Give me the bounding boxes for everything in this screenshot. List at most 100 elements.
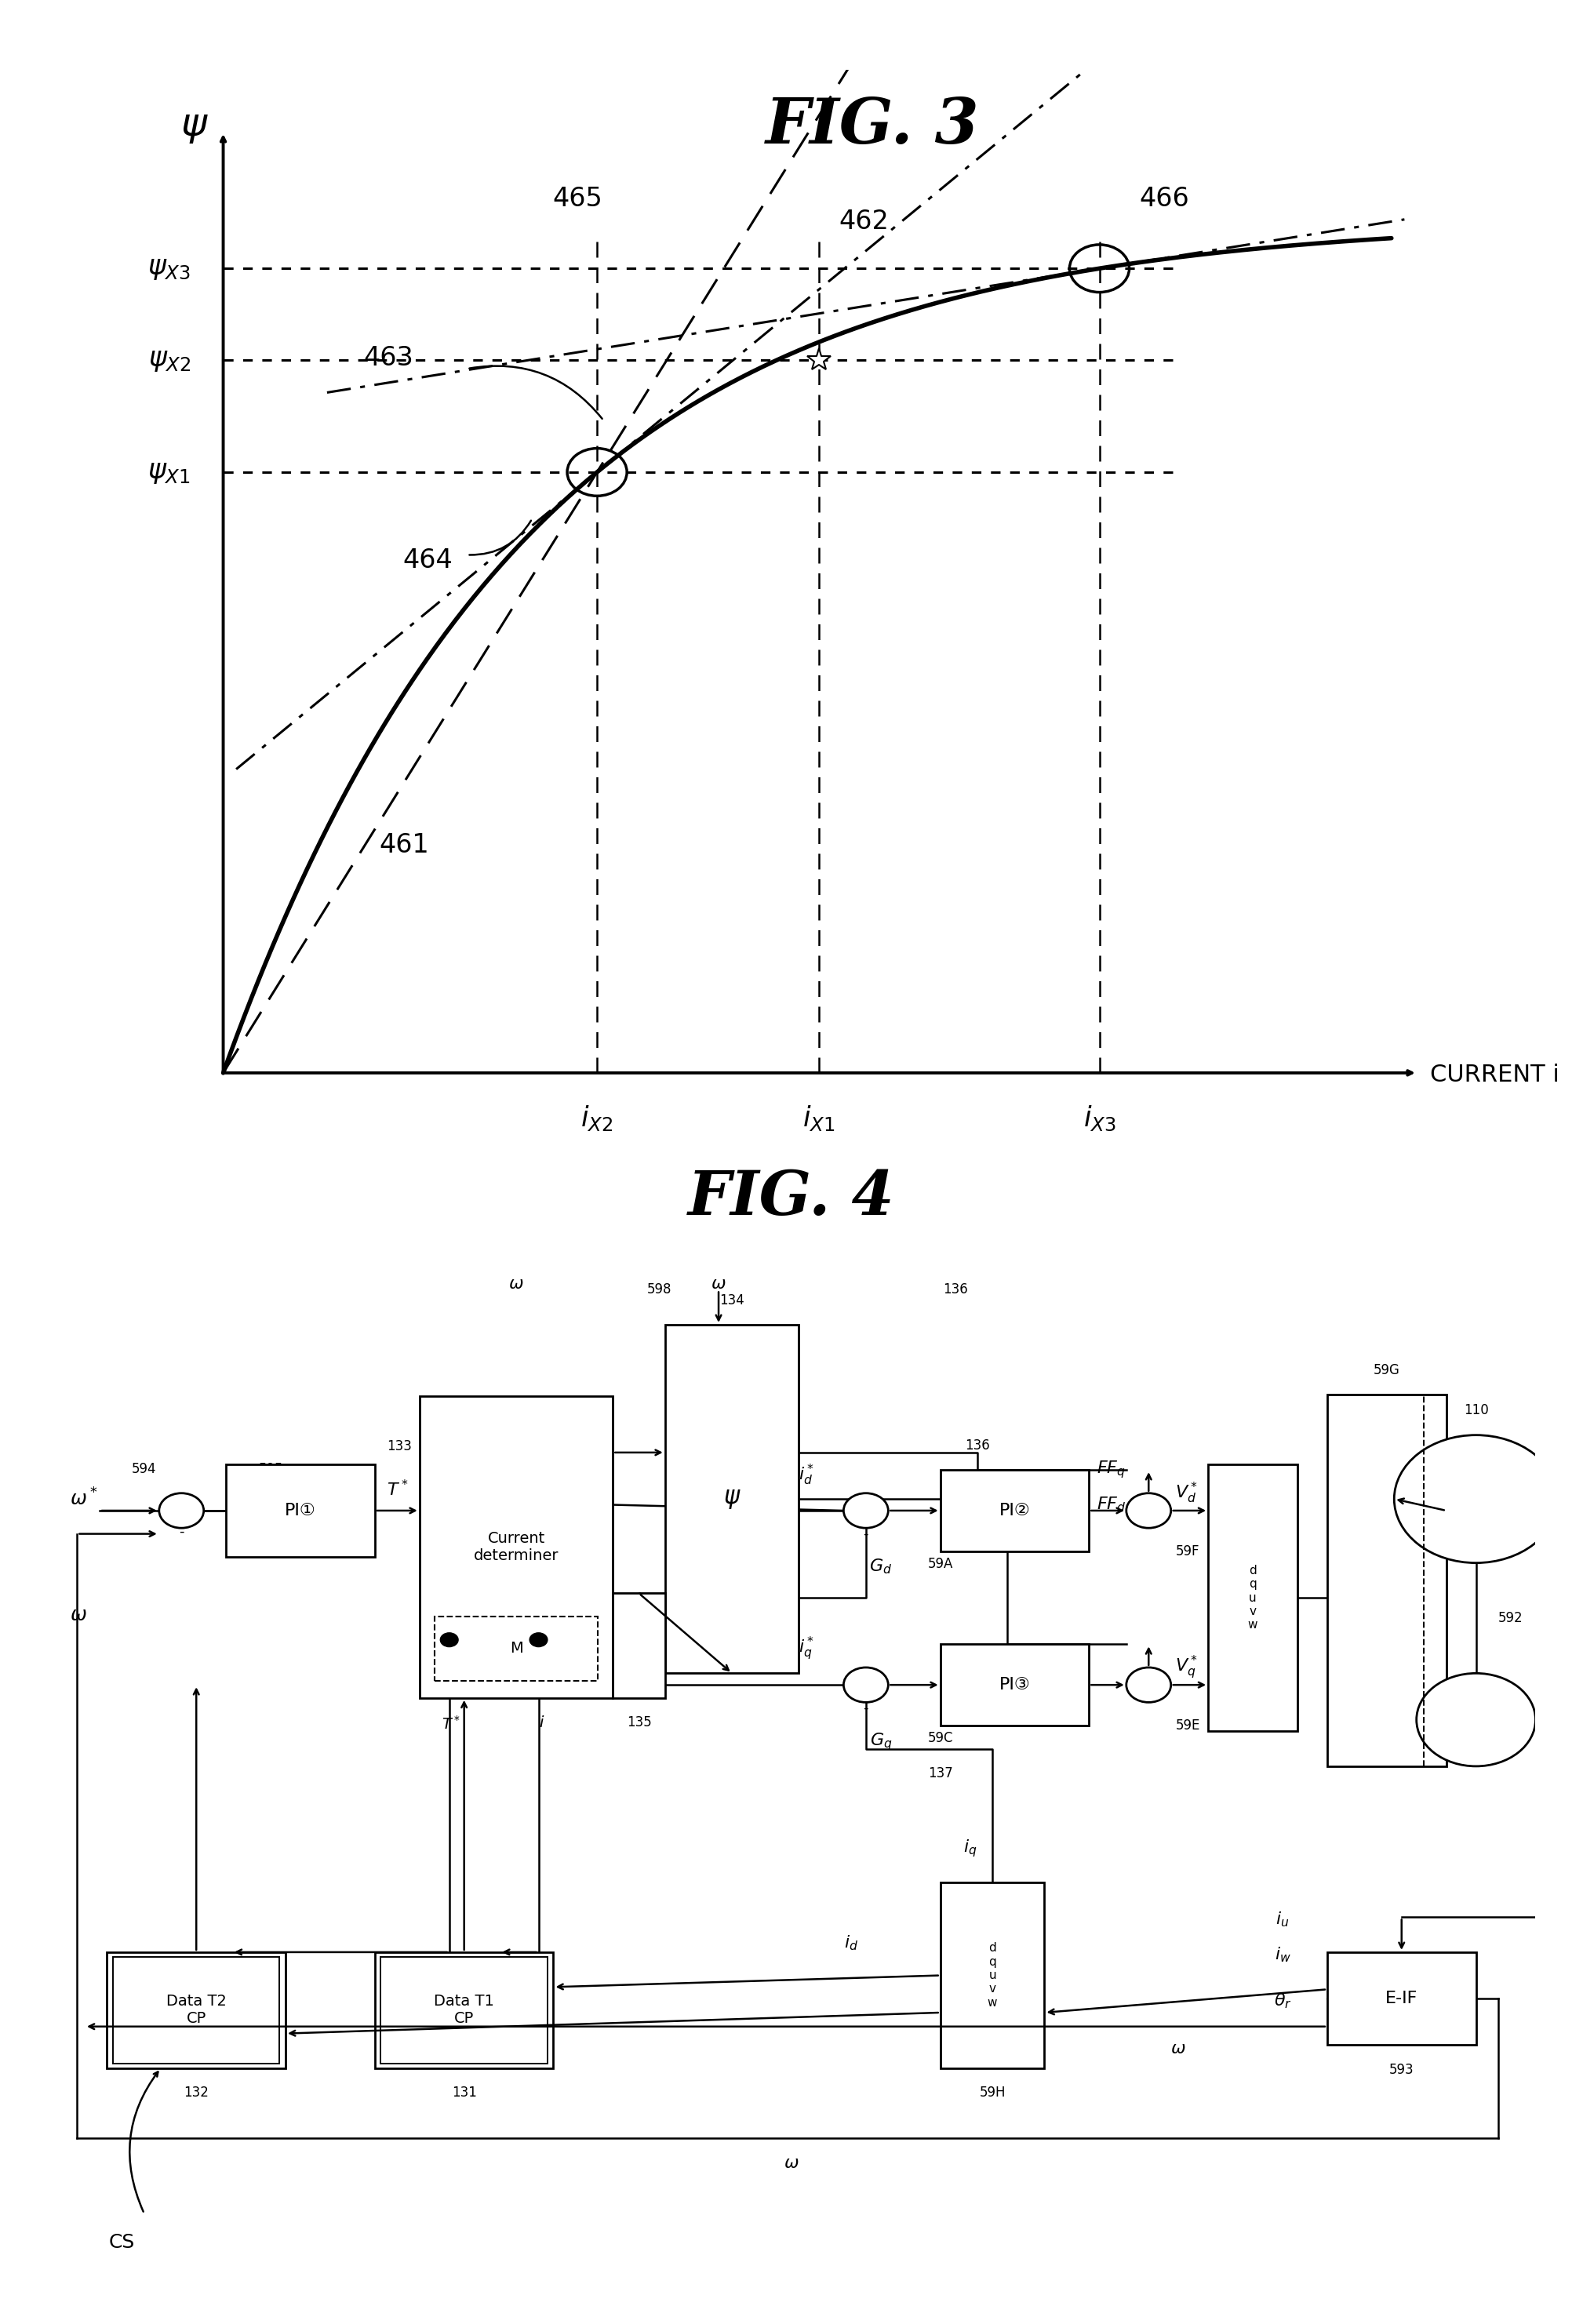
FancyBboxPatch shape bbox=[112, 1957, 280, 2064]
Text: +: + bbox=[842, 1497, 853, 1513]
FancyBboxPatch shape bbox=[940, 1882, 1045, 2068]
Text: d
q
u
v
w: d q u v w bbox=[1247, 1564, 1257, 1631]
Text: $i_{X3}$: $i_{X3}$ bbox=[1083, 1104, 1116, 1132]
Text: $\omega$: $\omega$ bbox=[508, 1276, 524, 1292]
Text: E-IF: E-IF bbox=[1385, 1992, 1418, 2006]
Text: Data T2
CP: Data T2 CP bbox=[166, 1994, 226, 2027]
Circle shape bbox=[844, 1669, 888, 1701]
FancyBboxPatch shape bbox=[1327, 1394, 1447, 1766]
Text: 464: 464 bbox=[402, 546, 453, 574]
Circle shape bbox=[440, 1634, 457, 1648]
Text: -: - bbox=[179, 1525, 184, 1538]
Text: -: - bbox=[863, 1527, 869, 1541]
Text: 594: 594 bbox=[131, 1462, 157, 1476]
FancyBboxPatch shape bbox=[108, 1952, 285, 2068]
Circle shape bbox=[1417, 1673, 1536, 1766]
Circle shape bbox=[1126, 1669, 1171, 1701]
Text: $FF_q$: $FF_q$ bbox=[1097, 1459, 1126, 1480]
FancyBboxPatch shape bbox=[382, 1957, 548, 2064]
Text: $G_d$: $G_d$ bbox=[869, 1557, 893, 1576]
Text: $i$: $i$ bbox=[538, 1715, 545, 1731]
Text: 461: 461 bbox=[378, 832, 429, 858]
Text: $i_{X2}$: $i_{X2}$ bbox=[581, 1104, 613, 1132]
FancyBboxPatch shape bbox=[1327, 1952, 1475, 2045]
Text: PWM Inverter: PWM Inverter bbox=[1379, 1529, 1395, 1631]
Text: 137: 137 bbox=[928, 1766, 953, 1780]
Text: $i_d^*$: $i_d^*$ bbox=[798, 1462, 814, 1487]
FancyBboxPatch shape bbox=[940, 1469, 1089, 1552]
Text: +: + bbox=[160, 1497, 173, 1513]
Text: $\omega$: $\omega$ bbox=[784, 2157, 799, 2171]
Circle shape bbox=[1126, 1494, 1171, 1529]
Text: Data T1
CP: Data T1 CP bbox=[434, 1994, 494, 2027]
Text: $i_d$: $i_d$ bbox=[844, 1934, 858, 1952]
Text: PI②: PI② bbox=[999, 1504, 1031, 1518]
Text: $FF_d$: $FF_d$ bbox=[1097, 1497, 1126, 1513]
Text: $\theta_r$: $\theta_r$ bbox=[1274, 1992, 1292, 2010]
Text: $i_w$: $i_w$ bbox=[1274, 1945, 1290, 1964]
Text: 136: 136 bbox=[943, 1283, 967, 1297]
Text: Motor: Motor bbox=[1453, 1492, 1498, 1506]
Text: +: + bbox=[842, 1671, 853, 1687]
Text: $V_d^*$: $V_d^*$ bbox=[1176, 1480, 1198, 1506]
Text: 463: 463 bbox=[364, 346, 413, 372]
Text: CS: CS bbox=[109, 2233, 135, 2252]
FancyBboxPatch shape bbox=[940, 1645, 1089, 1724]
Text: PI③: PI③ bbox=[999, 1678, 1031, 1692]
Text: FIG. 3: FIG. 3 bbox=[765, 95, 980, 156]
Circle shape bbox=[1395, 1434, 1558, 1562]
Circle shape bbox=[844, 1494, 888, 1529]
Text: +: + bbox=[1126, 1671, 1137, 1687]
Text: $T^*$: $T^*$ bbox=[442, 1715, 461, 1731]
Text: +: + bbox=[1126, 1497, 1137, 1513]
Text: $\psi_{X1}$: $\psi_{X1}$ bbox=[147, 458, 192, 486]
Text: $\psi$: $\psi$ bbox=[723, 1487, 741, 1511]
Text: $\psi_{X3}$: $\psi_{X3}$ bbox=[147, 256, 192, 281]
Text: M: M bbox=[510, 1641, 522, 1657]
Text: $i_u$: $i_u$ bbox=[1276, 1910, 1289, 1929]
Text: 595: 595 bbox=[258, 1462, 283, 1476]
Text: $i_{X1}$: $i_{X1}$ bbox=[803, 1104, 836, 1132]
Text: 593: 593 bbox=[1390, 2064, 1414, 2078]
Text: 59H: 59H bbox=[980, 2087, 1005, 2101]
FancyBboxPatch shape bbox=[665, 1325, 799, 1673]
Text: 592: 592 bbox=[1498, 1611, 1523, 1624]
Text: 462: 462 bbox=[839, 209, 888, 235]
Text: $T^*$: $T^*$ bbox=[386, 1478, 408, 1499]
Text: 59A: 59A bbox=[928, 1557, 953, 1571]
Text: $\omega$: $\omega$ bbox=[1171, 2040, 1186, 2057]
Text: 110: 110 bbox=[1464, 1404, 1488, 1418]
Text: Current
determiner: Current determiner bbox=[473, 1532, 559, 1564]
Text: +: + bbox=[1157, 1683, 1170, 1699]
Text: 59C: 59C bbox=[928, 1731, 953, 1745]
Text: d
q
u
v
w: d q u v w bbox=[988, 1943, 997, 2008]
Text: 59E: 59E bbox=[1176, 1717, 1200, 1734]
Text: +: + bbox=[1157, 1508, 1170, 1525]
Text: $\omega^*$: $\omega^*$ bbox=[70, 1487, 98, 1511]
Text: 136: 136 bbox=[966, 1439, 989, 1452]
Text: 598: 598 bbox=[647, 1283, 671, 1297]
Text: $\psi$: $\psi$ bbox=[180, 107, 209, 146]
Text: 131: 131 bbox=[451, 2087, 476, 2101]
Text: 465: 465 bbox=[552, 186, 603, 211]
Text: $\psi_{X2}$: $\psi_{X2}$ bbox=[147, 346, 192, 374]
Text: CURRENT i: CURRENT i bbox=[1431, 1064, 1559, 1085]
Text: 59F: 59F bbox=[1176, 1543, 1200, 1559]
Text: FIG. 4: FIG. 4 bbox=[689, 1167, 894, 1227]
Text: 133: 133 bbox=[388, 1439, 412, 1455]
FancyBboxPatch shape bbox=[419, 1397, 613, 1699]
Text: 466: 466 bbox=[1140, 186, 1189, 211]
FancyBboxPatch shape bbox=[434, 1618, 598, 1680]
Text: $\omega$: $\omega$ bbox=[711, 1276, 727, 1292]
Text: $i_q$: $i_q$ bbox=[962, 1838, 977, 1859]
FancyBboxPatch shape bbox=[226, 1464, 375, 1557]
Text: E: E bbox=[1471, 1713, 1482, 1727]
Text: -: - bbox=[863, 1701, 869, 1715]
Text: 134: 134 bbox=[720, 1292, 744, 1306]
Text: 135: 135 bbox=[627, 1715, 652, 1729]
Text: PI①: PI① bbox=[285, 1504, 317, 1518]
Text: 132: 132 bbox=[184, 2087, 209, 2101]
Text: $G_q$: $G_q$ bbox=[869, 1731, 891, 1752]
Text: $i_q^*$: $i_q^*$ bbox=[798, 1634, 814, 1662]
Text: 59G: 59G bbox=[1374, 1362, 1399, 1376]
